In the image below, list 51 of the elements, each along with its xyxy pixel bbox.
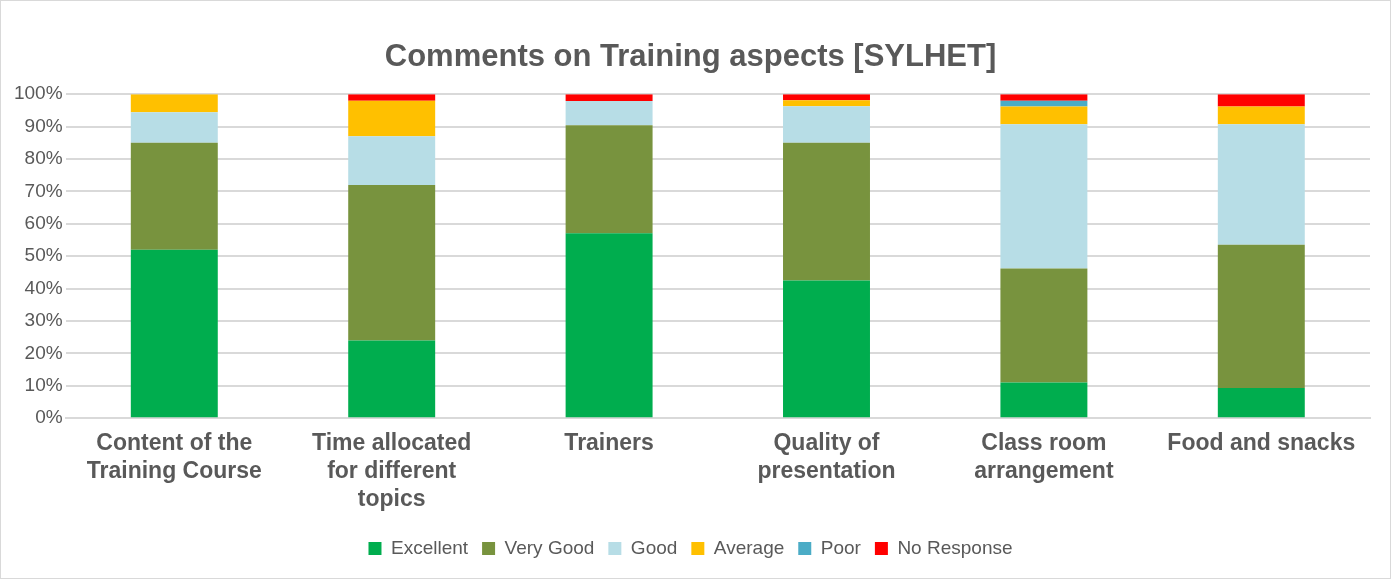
bar — [1217, 106, 1305, 125]
legend-label: Poor — [820, 536, 862, 558]
x-tick-label: Content of the Training Course — [86, 429, 262, 483]
bar — [1000, 268, 1088, 383]
bar — [1217, 388, 1305, 418]
x-tick-label: Class room arrangement — [974, 429, 1114, 483]
y-tick-label: 40% — [24, 276, 63, 298]
bar — [130, 249, 218, 418]
bar — [1000, 94, 1088, 101]
y-tick-label: 80% — [24, 147, 63, 169]
legend-label: Average — [713, 536, 785, 558]
legend-label: No Response — [897, 536, 1013, 558]
bar — [348, 136, 436, 185]
bar — [348, 340, 436, 418]
bar — [565, 233, 653, 418]
chart-title: Comments on Training aspects [SYLHET] — [384, 38, 997, 74]
bar — [783, 100, 870, 107]
bar — [1217, 124, 1305, 245]
bar — [565, 101, 653, 126]
bar — [783, 142, 870, 281]
legend-label: Very Good — [504, 536, 595, 558]
x-tick-label: Trainers — [564, 429, 654, 456]
x-tick-label: Food and snacks — [1167, 429, 1356, 456]
y-tick-label: 0% — [35, 406, 63, 428]
bar — [130, 94, 218, 113]
bar — [130, 142, 218, 250]
bar — [1217, 94, 1305, 107]
bar — [783, 106, 870, 143]
x-tick-label: Time allocated for different topics — [312, 429, 472, 511]
y-tick-label: 70% — [24, 179, 63, 201]
legend-label: Excellent — [390, 536, 469, 558]
y-tick-label: 20% — [24, 341, 63, 363]
bar — [1000, 382, 1088, 418]
y-tick-label: 100% — [13, 82, 63, 104]
legend-label: Good — [630, 536, 678, 558]
y-tick-label: 30% — [24, 309, 63, 331]
bar — [565, 125, 653, 234]
bar — [130, 112, 218, 143]
bar — [348, 184, 436, 341]
bar — [348, 100, 436, 137]
bar — [1217, 244, 1305, 389]
y-tick-label: 10% — [24, 374, 63, 396]
x-tick-label: Quality of presentation — [757, 429, 896, 483]
bar — [1000, 106, 1088, 125]
bar — [1000, 100, 1088, 107]
bar — [1000, 124, 1088, 269]
bar — [783, 280, 870, 418]
y-tick-label: 90% — [24, 114, 63, 136]
y-tick-label: 60% — [24, 212, 63, 234]
bar — [348, 94, 436, 101]
y-tick-label: 50% — [24, 244, 63, 266]
